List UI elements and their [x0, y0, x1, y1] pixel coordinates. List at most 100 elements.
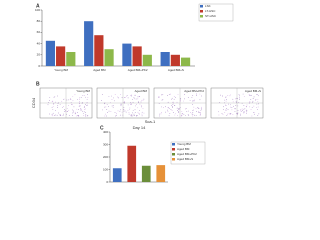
flow-dot	[131, 115, 133, 117]
legend-label: Young BM	[177, 142, 191, 146]
flow-dot	[125, 111, 127, 113]
flow-dot	[136, 115, 137, 116]
flow-dot	[78, 104, 80, 106]
flow-dot	[184, 108, 186, 110]
flow-dot	[194, 114, 195, 116]
flow-dot	[62, 115, 64, 116]
flow-dot	[226, 108, 228, 109]
y-tick-label: 200	[103, 155, 108, 159]
flow-dot	[246, 106, 247, 108]
flow-dot	[198, 108, 200, 109]
flow-dot	[54, 115, 55, 116]
flow-dot	[124, 97, 126, 98]
legend-label: ST-HSC	[205, 14, 217, 18]
flow-dot	[192, 110, 194, 111]
flow-dot	[243, 112, 245, 114]
flow-dot	[174, 113, 176, 115]
flow-dot	[137, 98, 139, 100]
flow-dot	[192, 112, 194, 113]
flow-dot	[167, 111, 169, 113]
chart-title: Day 14	[133, 125, 146, 130]
flow-dot	[72, 96, 74, 97]
flow-dot	[171, 110, 173, 111]
flow-dot	[139, 103, 141, 105]
flow-dot	[172, 112, 174, 113]
flow-dot	[251, 107, 253, 108]
flow-dot	[79, 97, 80, 99]
flow-dot	[72, 104, 73, 106]
flow-dot	[251, 115, 253, 117]
flow-dot	[127, 109, 129, 111]
flow-dot	[116, 112, 117, 114]
flow-dot	[84, 96, 86, 98]
flow-dot	[120, 105, 122, 107]
flow-dot	[74, 94, 76, 96]
flow-dot	[142, 107, 144, 109]
flow-dot	[80, 108, 82, 109]
legend-swatch	[172, 158, 175, 161]
flow-dot	[139, 113, 140, 115]
flow-dot	[218, 114, 220, 116]
flow-dot	[240, 108, 242, 110]
flow-dot	[52, 112, 54, 114]
flow-dot	[249, 101, 251, 102]
flow-dot	[182, 113, 183, 115]
flow-dot	[56, 114, 58, 116]
flow-dot	[127, 104, 129, 106]
flow-dot	[87, 94, 88, 95]
flow-dot	[254, 112, 256, 114]
flow-dot	[243, 112, 244, 114]
flow-dot	[252, 97, 254, 99]
flow-dot	[135, 98, 137, 100]
flow-dot	[86, 105, 87, 107]
flow-dot	[63, 106, 64, 107]
flow-dot	[124, 101, 125, 102]
flow-dot	[77, 115, 79, 117]
flow-dot	[120, 104, 122, 106]
flow-dot	[242, 93, 244, 95]
flow-dot	[237, 114, 239, 116]
flow-dot	[181, 111, 183, 113]
flow-dot	[141, 111, 143, 113]
flow-dot	[53, 103, 55, 105]
figure: A B C Sca-1 CD34 Young BM Aged BM Aged BM+…	[31, 3, 264, 184]
flow-dot	[120, 94, 121, 96]
flow-dot	[122, 109, 124, 111]
flow-dot	[61, 100, 63, 102]
flow-dot	[243, 96, 245, 98]
flow-dot	[158, 97, 160, 99]
flow-dot	[170, 93, 171, 95]
flow-dot	[68, 115, 70, 116]
panel-label: A	[36, 3, 40, 9]
flow-dot	[186, 111, 188, 112]
flow-dot	[193, 109, 194, 111]
flow-dot	[70, 99, 72, 101]
bar	[132, 46, 142, 66]
flow-dot	[119, 114, 121, 116]
flow-dot	[191, 115, 193, 117]
flow-dot	[83, 111, 85, 113]
flow-dot	[108, 110, 110, 112]
x-tick-label: Aged BM	[93, 68, 106, 72]
flow-dot	[83, 107, 85, 108]
flow-dot	[78, 109, 79, 110]
y-tick-label: 40	[37, 41, 41, 45]
flow-dot	[257, 99, 259, 100]
flow-dot	[51, 115, 53, 117]
flow-dot	[138, 102, 140, 103]
flow-dot	[106, 109, 108, 110]
flow-dot	[228, 113, 230, 114]
flow-dot	[123, 107, 125, 109]
flow-dot	[172, 104, 174, 106]
flow-dot	[171, 107, 173, 108]
bar	[122, 43, 132, 66]
flow-dot	[187, 97, 189, 98]
flow-dot	[230, 106, 231, 108]
flow-dot	[108, 95, 110, 97]
flow-dot	[133, 113, 135, 115]
flow-dot	[246, 110, 248, 112]
flow-dot	[133, 98, 135, 100]
flow-dot	[180, 115, 182, 117]
flow-dot	[239, 114, 241, 116]
flow-dot	[77, 115, 79, 117]
